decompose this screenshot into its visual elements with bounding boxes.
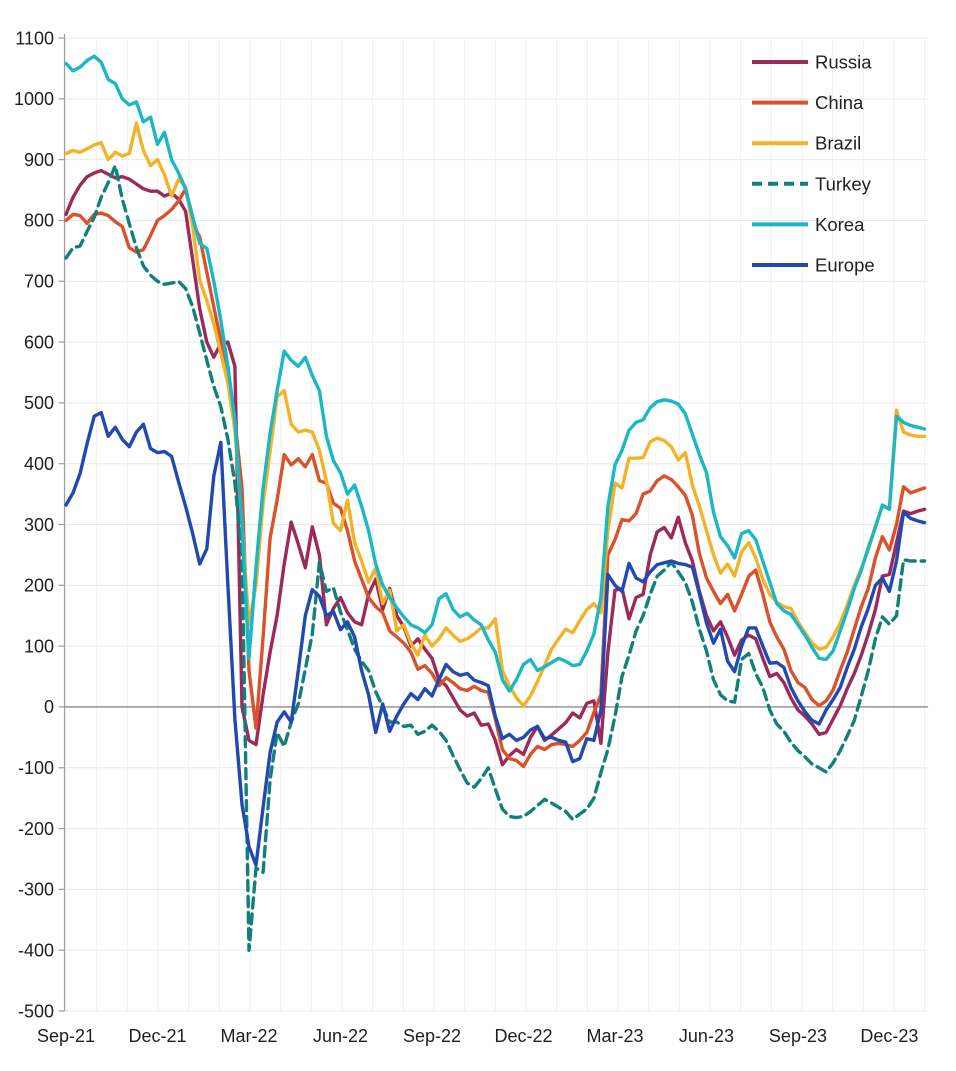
y-tick-label: 900 [24,150,54,170]
y-tick-label: 0 [44,697,54,717]
grid-horizontal [58,37,929,1012]
legend-label-russia: Russia [815,51,872,72]
x-tick-label: Dec-23 [860,1026,918,1046]
legend-item-turkey: Turkey [752,173,872,194]
y-tick-label: 1000 [14,89,54,109]
y-tick-label: -200 [18,819,54,839]
y-tick-label: -500 [18,1001,54,1021]
series-group [64,54,927,952]
y-tick-label: 200 [24,576,54,596]
y-tick-label: -100 [18,758,54,778]
y-tick-label: 400 [24,454,54,474]
x-tick-label: Sep-23 [769,1026,827,1046]
y-axis-tick-labels: -500 -400 -300 -200 -100 0 100 200 300 400 500 600 7… [14,28,54,1021]
legend-item-russia: Russia [752,51,872,72]
legend-item-europe: Europe [752,254,875,275]
y-tick-label: 600 [24,332,54,352]
series-europe [64,410,927,867]
x-tick-label: Jun-23 [679,1026,734,1046]
y-tick-label: 100 [24,636,54,656]
x-tick-label: Dec-21 [128,1026,186,1046]
legend-label-korea: Korea [815,214,865,235]
series-brazil [64,121,927,708]
series-russia [64,168,927,767]
series-turkey [64,163,927,952]
y-tick-label: -400 [18,940,54,960]
y-tick-label: 1100 [15,28,54,48]
legend-label-china: China [815,92,864,113]
y-tick-label: 700 [24,272,54,292]
y-tick-label: -300 [18,880,54,900]
x-tick-label: Mar-22 [220,1026,277,1046]
x-tick-label: Sep-21 [37,1026,95,1046]
x-axis-tick-labels: Sep-21 Dec-21 Mar-22 Jun-22 Sep-22 Dec-22 Mar-… [37,1026,918,1046]
legend-label-europe: Europe [815,254,875,275]
x-tick-label: Mar-23 [586,1026,643,1046]
x-tick-label: Sep-22 [403,1026,461,1046]
legend-item-china: China [752,92,864,113]
legend: Russia China Brazil Turkey Korea Europe [752,51,875,275]
legend-item-korea: Korea [752,214,865,235]
y-tick-label: 500 [24,393,54,413]
legend-label-brazil: Brazil [815,133,861,154]
legend-item-brazil: Brazil [752,133,861,154]
y-tick-label: 300 [24,515,54,535]
series-korea [64,54,927,693]
x-tick-label: Jun-22 [313,1026,368,1046]
x-tick-label: Dec-22 [494,1026,552,1046]
legend-label-turkey: Turkey [815,173,872,194]
y-tick-label: 800 [24,211,54,231]
